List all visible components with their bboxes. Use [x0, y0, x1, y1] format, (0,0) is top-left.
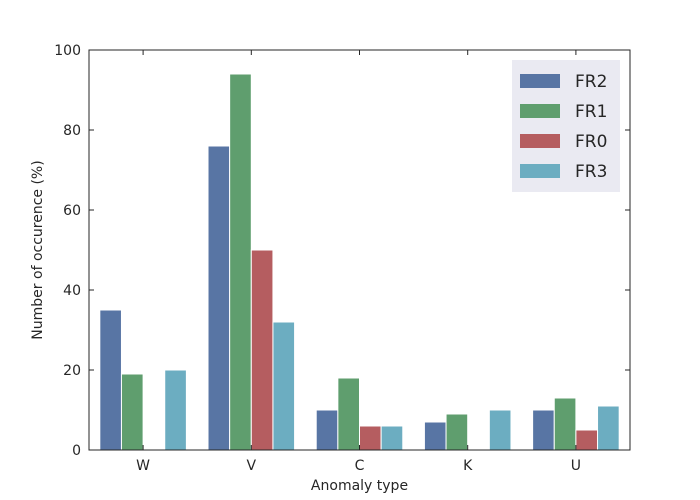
- x-tick-label-k: K: [463, 458, 473, 474]
- x-tick-label-c: C: [355, 458, 365, 474]
- bar-fr1-w: [120, 373, 144, 451]
- bars-group: [99, 73, 620, 451]
- bar-fr0-c: [359, 425, 382, 451]
- bar-fr2-u: [532, 409, 555, 451]
- y-tick-label: 0: [72, 443, 81, 459]
- bar-fr1-u: [553, 397, 577, 451]
- y-tick-label: 60: [63, 203, 81, 219]
- y-tick-label: 80: [63, 123, 81, 139]
- y-tick-label: 20: [63, 363, 81, 379]
- bar-fr0-v: [250, 249, 274, 451]
- y-axis-label: Number of occurence (%): [30, 160, 46, 339]
- legend-swatch-fr0: [520, 134, 560, 148]
- legend-label-fr3: FR3: [575, 162, 607, 182]
- legend-swatch-fr2: [520, 74, 560, 88]
- legend-swatch-fr1: [520, 104, 560, 118]
- x-tick-label-w: W: [136, 458, 150, 474]
- y-axis-ticks: 0 20 40 60 80 100: [54, 43, 630, 459]
- bar-fr3-c: [380, 425, 404, 451]
- bar-fr3-u: [597, 405, 620, 451]
- legend-label-fr0: FR0: [575, 132, 607, 152]
- bar-fr1-k: [445, 413, 469, 451]
- bar-fr2-c: [315, 409, 339, 451]
- bar-fr3-k: [488, 409, 512, 451]
- x-tick-label-u: U: [571, 458, 581, 474]
- bar-fr2-w: [99, 309, 122, 451]
- legend: FR2 FR1 FR0 FR3: [512, 60, 620, 192]
- legend-swatch-fr3: [520, 164, 560, 178]
- bar-fr1-c: [337, 377, 360, 451]
- bar-fr3-w: [164, 369, 187, 451]
- x-tick-label-v: V: [247, 458, 257, 474]
- x-axis-label: Anomaly type: [311, 478, 408, 494]
- bar-fr2-k: [423, 421, 447, 451]
- y-tick-label: 40: [63, 283, 81, 299]
- bar-fr3-v: [272, 321, 296, 451]
- legend-label-fr2: FR2: [575, 72, 607, 92]
- bar-fr0-u: [575, 429, 599, 451]
- bar-fr2-v: [207, 145, 231, 451]
- bar-fr1-v: [229, 73, 252, 451]
- legend-label-fr1: FR1: [575, 102, 607, 122]
- y-tick-label: 100: [54, 43, 81, 59]
